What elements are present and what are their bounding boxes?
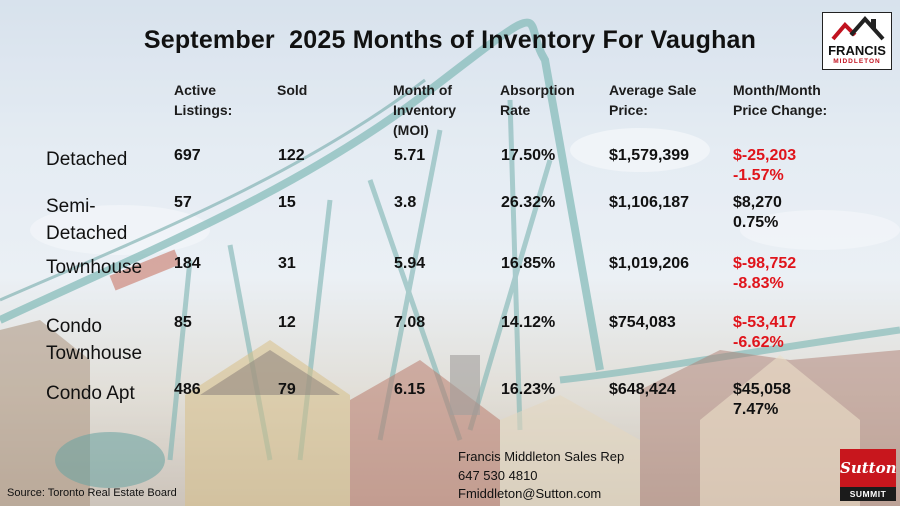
row-label-townhouse: Townhouse bbox=[46, 257, 143, 278]
row-label-semi-detached: Semi- Detached bbox=[46, 196, 128, 244]
cell-avg-price: $648,424 bbox=[609, 381, 676, 398]
row-label-detached: Detached bbox=[46, 149, 128, 170]
cell-moi: 6.15 bbox=[394, 381, 426, 398]
cell-avg-price: $1,106,187 bbox=[609, 194, 690, 211]
cell-active: 85 bbox=[174, 314, 192, 331]
header-average-sale-price: Average Sale Price: bbox=[609, 82, 697, 118]
contact-email: Fmiddleton@Sutton.com bbox=[458, 486, 602, 501]
cell-active: 184 bbox=[174, 255, 201, 272]
cell-sold: 31 bbox=[278, 255, 296, 272]
header-active-listings: Active Listings: bbox=[174, 82, 233, 118]
cell-avg-price: $1,019,206 bbox=[609, 255, 690, 272]
cell-price-change: $-25,203 -1.57% bbox=[733, 147, 797, 184]
header-sold: Sold bbox=[277, 82, 308, 98]
sutton-logo-text: Sutton bbox=[840, 449, 897, 487]
cell-absorption: 26.32% bbox=[501, 194, 556, 211]
cell-sold: 122 bbox=[278, 147, 305, 164]
cell-avg-price: $1,579,399 bbox=[609, 147, 690, 164]
francis-middleton-logo: FRANCIS MIDDLETON bbox=[822, 12, 892, 70]
cell-active: 486 bbox=[174, 381, 201, 398]
contact-block: Francis Middleton Sales Rep 647 530 4810… bbox=[458, 448, 624, 504]
cell-active: 57 bbox=[174, 194, 192, 211]
cell-absorption: 14.12% bbox=[501, 314, 556, 331]
header-price-change: Month/Month Price Change: bbox=[733, 82, 828, 118]
cell-sold: 79 bbox=[278, 381, 296, 398]
contact-phone: 647 530 4810 bbox=[458, 467, 538, 483]
cell-price-change: $45,058 7.47% bbox=[733, 381, 791, 418]
cell-sold: 15 bbox=[278, 194, 296, 211]
roof-house-icon bbox=[831, 15, 885, 41]
row-label-condo-apt: Condo Apt bbox=[46, 383, 135, 404]
cell-absorption: 16.23% bbox=[501, 381, 556, 398]
cell-absorption: 16.85% bbox=[501, 255, 556, 272]
header-moi: Month of Inventory (MOI) bbox=[393, 82, 457, 138]
cell-price-change: $8,270 0.75% bbox=[733, 194, 782, 231]
summit-logo-text: SUMMIT bbox=[840, 487, 896, 501]
sutton-summit-logo: Sutton SUMMIT bbox=[840, 449, 897, 501]
row-label-condo-townhouse: Condo Townhouse bbox=[46, 316, 143, 364]
cell-price-change: $-53,417 -6.62% bbox=[733, 314, 797, 351]
cell-absorption: 17.50% bbox=[501, 147, 556, 164]
cell-active: 697 bbox=[174, 147, 201, 164]
logo-sub: MIDDLETON bbox=[833, 58, 881, 65]
source-note: Source: Toronto Real Estate Board bbox=[7, 487, 177, 499]
cell-sold: 12 bbox=[278, 314, 296, 331]
header-absorption-rate: Absorption Rate bbox=[500, 82, 575, 118]
cell-moi: 5.94 bbox=[394, 255, 426, 272]
cell-avg-price: $754,083 bbox=[609, 314, 676, 331]
cell-price-change: $-98,752 -8.83% bbox=[733, 255, 797, 292]
cell-moi: 7.08 bbox=[394, 314, 426, 331]
cell-moi: 5.71 bbox=[394, 147, 426, 164]
logo-name: FRANCIS bbox=[828, 43, 886, 58]
contact-name: Francis Middleton Sales Rep bbox=[458, 449, 625, 464]
page-title: September 2025 Months of Inventory For V… bbox=[143, 26, 757, 54]
cell-moi: 3.8 bbox=[394, 194, 417, 211]
